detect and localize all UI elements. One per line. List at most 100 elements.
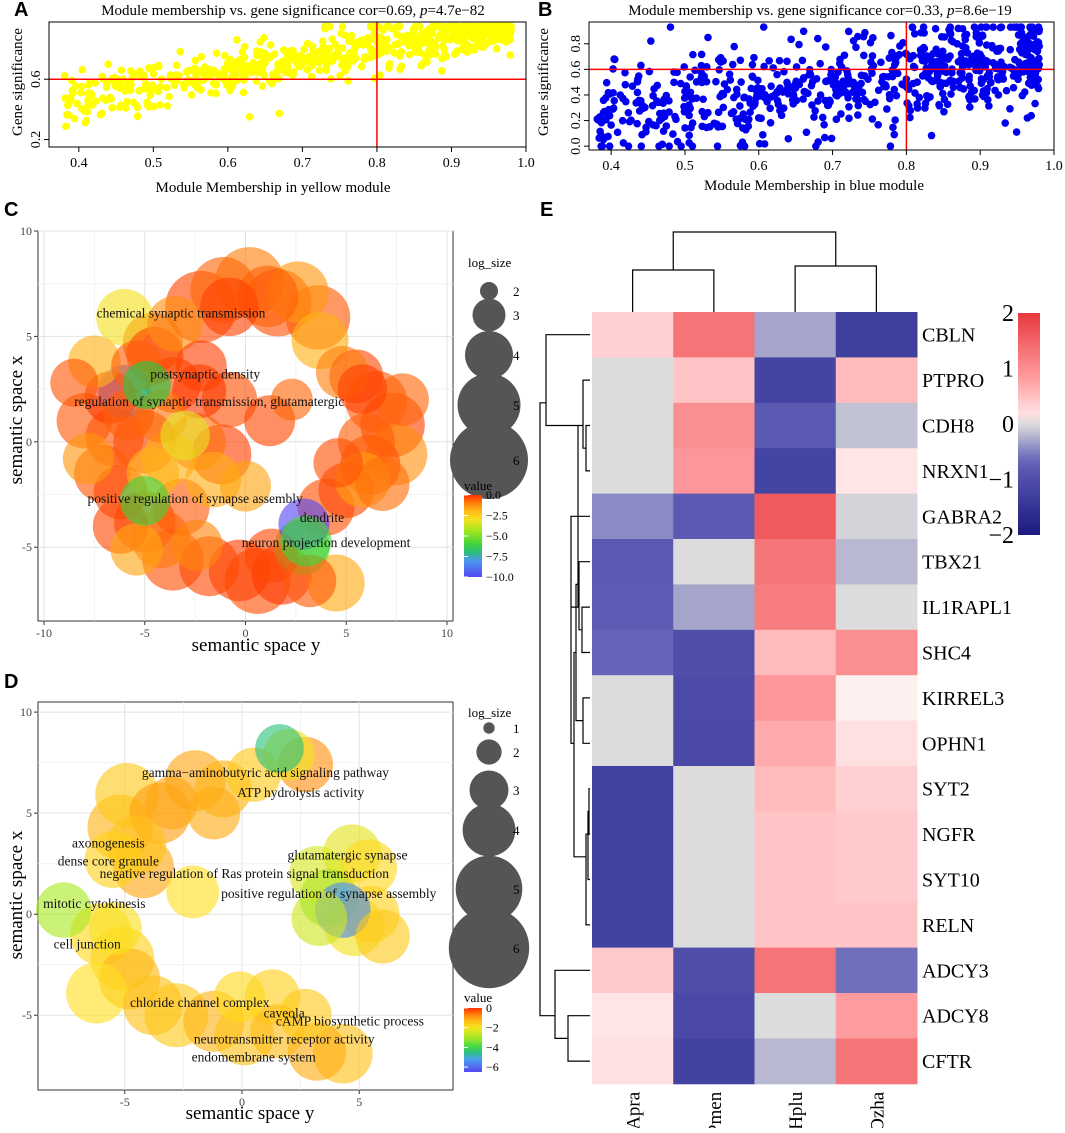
panel-a-gene-point bbox=[81, 118, 90, 127]
panel-a-gene-point bbox=[431, 50, 440, 58]
panel-b-gene-point bbox=[686, 104, 694, 113]
panel-d-size-legend-key bbox=[476, 739, 502, 765]
panel-a-gene-point bbox=[117, 66, 126, 75]
panel-b-gene-point bbox=[861, 97, 870, 106]
panel-a-gene-point bbox=[163, 102, 172, 110]
panel-b-gene-point bbox=[896, 42, 904, 50]
panel-b-gene-point bbox=[866, 38, 875, 47]
panel-a-gene-point bbox=[144, 64, 153, 72]
panel-b-gene-point bbox=[928, 60, 937, 69]
panel-d-go-term-bubble bbox=[340, 839, 398, 897]
panel-b-gene-point bbox=[714, 108, 723, 117]
panel-c-size-legend-label: 2 bbox=[513, 284, 520, 299]
panel-b-gene-point bbox=[994, 44, 1003, 53]
panel-b-gene-point bbox=[656, 109, 664, 118]
panel-b-gene-point bbox=[997, 58, 1005, 67]
panel-b-gene-point bbox=[1035, 27, 1043, 36]
panel-a-xtick-label: 0.6 bbox=[219, 156, 237, 171]
dendrogram-branch bbox=[582, 379, 590, 449]
panel-b-gene-point bbox=[957, 49, 966, 58]
panel-a-gene-point bbox=[62, 122, 70, 131]
heatmap-cell bbox=[835, 1038, 918, 1085]
panel-a-gene-point bbox=[140, 71, 148, 80]
panel-a-gene-point bbox=[370, 48, 379, 56]
panel-b-gene-point bbox=[1034, 75, 1043, 84]
panel-a-gene-point bbox=[273, 67, 282, 76]
panel-a-gene-point bbox=[71, 82, 80, 90]
panel-a-gene-point bbox=[103, 80, 111, 88]
panel-d-go-term-bubble bbox=[166, 865, 220, 919]
panel-a-gene-point bbox=[149, 70, 158, 78]
heatmap-cell bbox=[835, 312, 918, 358]
panel-b-gene-point bbox=[647, 37, 655, 45]
panel-c-term-label: positive regulation of synapse assembly bbox=[88, 491, 303, 506]
panel-d-bubble: gamma−aminobutyric acid signaling pathwa… bbox=[6, 701, 530, 1124]
panel-a-gene-point bbox=[84, 89, 92, 98]
panel-b-gene-point bbox=[924, 94, 932, 103]
panel-a-gene-point bbox=[341, 31, 350, 39]
panel-a-gene-point bbox=[252, 77, 261, 85]
panel-b-gene-point bbox=[649, 92, 657, 100]
panel-b-gene-point bbox=[854, 111, 862, 119]
panel-b-gene-point bbox=[964, 61, 973, 69]
panel-d-go-term-bubble bbox=[355, 909, 410, 964]
dendrogram-branch bbox=[570, 515, 590, 744]
heatmap-color-scale-label: −2 bbox=[988, 523, 1014, 549]
panel-c-go-term-bubble bbox=[355, 456, 410, 511]
panel-b-gene-point bbox=[726, 76, 735, 84]
panel-b-gene-point bbox=[613, 128, 622, 137]
panel-b-gene-point bbox=[852, 95, 860, 103]
panel-b-gene-point bbox=[686, 92, 695, 101]
heatmap-cell bbox=[592, 947, 674, 994]
panel-b-gene-point bbox=[983, 71, 992, 80]
panel-d-size-legend-key bbox=[462, 803, 516, 857]
panel-a-gene-point bbox=[431, 44, 439, 52]
panel-a-gene-point bbox=[449, 28, 458, 36]
panel-a-gene-point bbox=[70, 114, 79, 123]
panel-b-gene-point bbox=[842, 89, 851, 98]
panel-b-gene-point bbox=[890, 85, 899, 94]
panel-a-xtick-label: 0.4 bbox=[70, 156, 88, 171]
heatmap-cell bbox=[754, 720, 837, 767]
panel-b-gene-point bbox=[716, 53, 725, 62]
panel-b-xtick-label: 0.6 bbox=[750, 159, 768, 174]
heatmap-cell bbox=[592, 584, 674, 631]
heatmap-row-label: ADCY8 bbox=[922, 1006, 989, 1028]
panel-a-gene-point bbox=[379, 26, 387, 34]
panel-b-ylabel: Gene significance bbox=[536, 28, 552, 136]
heatmap-cell bbox=[673, 675, 755, 722]
panel-b-gene-point bbox=[949, 83, 958, 92]
panel-c-go-term-bubble bbox=[50, 358, 99, 407]
heatmap-color-scale-label: 2 bbox=[1002, 301, 1014, 327]
panel-b-ytick-label: 0.0 bbox=[569, 137, 584, 155]
heatmap-cell bbox=[754, 856, 837, 903]
panel-a-xtick-label: 0.7 bbox=[294, 156, 312, 171]
panel-b-gene-point bbox=[720, 80, 729, 88]
panel-a-gene-point bbox=[322, 66, 330, 74]
panel-d-go-term-bubble bbox=[145, 776, 199, 830]
heatmap-row-label: RELN bbox=[922, 915, 974, 937]
panel-b-gene-point bbox=[971, 62, 980, 70]
panel-b-gene-point bbox=[983, 84, 991, 93]
heatmap-cell bbox=[673, 629, 755, 676]
panel-b-gene-point bbox=[627, 116, 635, 125]
panel-a-gene-point bbox=[378, 37, 387, 46]
panel-b-gene-point bbox=[888, 72, 897, 81]
panel-a-gene-point bbox=[82, 105, 90, 113]
panel-d-color-legend-bar bbox=[464, 1008, 482, 1072]
panel-a-gene-point bbox=[117, 101, 125, 110]
panel-a-ylabel: Gene significance bbox=[10, 28, 26, 136]
panel-d-term-label: cell junction bbox=[54, 937, 121, 952]
panel-b-gene-point bbox=[820, 120, 828, 129]
panel-a-gene-point bbox=[127, 67, 135, 75]
heatmap-cell bbox=[592, 493, 674, 540]
panel-b-gene-point bbox=[880, 82, 888, 91]
heatmap-cell bbox=[835, 539, 918, 585]
panel-b-gene-point bbox=[609, 104, 617, 113]
panel-b-gene-point bbox=[814, 138, 822, 146]
panel-b-gene-point bbox=[697, 50, 706, 59]
panel-b-gene-point bbox=[874, 120, 882, 129]
dendrogram-branch bbox=[672, 231, 837, 270]
panel-a-gene-point bbox=[376, 71, 384, 80]
panel-b-gene-point bbox=[757, 114, 765, 123]
